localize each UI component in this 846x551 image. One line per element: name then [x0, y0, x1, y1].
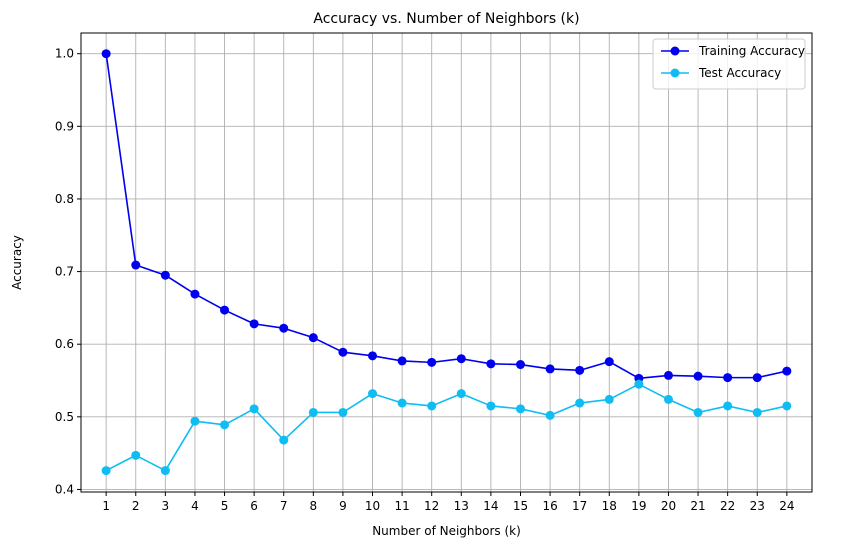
- series-group: [101, 49, 792, 476]
- x-tick-label: 23: [750, 499, 765, 513]
- data-point: [663, 370, 673, 380]
- y-tick-label: 0.5: [55, 410, 74, 424]
- data-point: [782, 366, 792, 376]
- data-point: [397, 356, 407, 366]
- series-line: [105, 383, 788, 472]
- data-point: [131, 260, 141, 270]
- x-tick-label: 11: [394, 499, 409, 513]
- data-point: [486, 401, 496, 411]
- data-point: [101, 466, 111, 476]
- data-point: [427, 357, 437, 367]
- data-point: [515, 360, 525, 370]
- data-point: [338, 347, 348, 357]
- data-point: [752, 373, 762, 383]
- data-point: [782, 401, 792, 411]
- x-tick-label: 6: [250, 499, 258, 513]
- plot-frame: [80, 32, 813, 493]
- grid: [81, 33, 812, 492]
- y-tick-label: 1.0: [55, 47, 74, 61]
- data-point: [190, 416, 200, 426]
- data-point: [368, 351, 378, 361]
- x-tick-label: 24: [779, 499, 794, 513]
- data-point: [368, 389, 378, 399]
- data-point: [575, 365, 585, 375]
- x-tick-label: 3: [162, 499, 170, 513]
- x-tick-label: 5: [221, 499, 229, 513]
- data-point: [338, 407, 348, 417]
- data-point: [575, 398, 585, 408]
- legend-swatch-marker: [670, 68, 680, 78]
- x-tick-label: 19: [631, 499, 646, 513]
- y-tick-label: 0.8: [55, 192, 74, 206]
- data-point: [397, 398, 407, 408]
- data-point: [723, 401, 733, 411]
- data-point: [220, 420, 230, 430]
- data-point: [131, 450, 141, 460]
- x-tick-label: 17: [572, 499, 587, 513]
- data-point: [545, 364, 555, 374]
- y-tick-label: 0.7: [55, 265, 74, 279]
- series-1: [101, 379, 792, 476]
- legend-label: Training Accuracy: [698, 44, 805, 58]
- data-point: [515, 404, 525, 414]
- data-point: [456, 354, 466, 364]
- series-0: [101, 49, 792, 383]
- y-tick-label: 0.6: [55, 337, 74, 351]
- data-point: [693, 371, 703, 381]
- series-line: [105, 53, 788, 380]
- tick-group: 1 2 3 4 5 6 7 8 9 10 11 12 13 14 15 16 17 18 19 20 21 22 23 240…: [55, 47, 795, 513]
- chart-title: Accuracy vs. Number of Neighbors (k): [313, 11, 579, 27]
- x-tick-label: 4: [191, 499, 199, 513]
- x-tick-label: 10: [365, 499, 380, 513]
- data-point: [427, 401, 437, 411]
- data-point: [101, 49, 111, 59]
- x-tick-label: 8: [310, 499, 318, 513]
- data-point: [279, 323, 289, 333]
- x-tick-label: 9: [339, 499, 347, 513]
- x-tick-label: 16: [542, 499, 557, 513]
- data-point: [456, 389, 466, 399]
- data-point: [545, 410, 555, 420]
- data-point: [663, 394, 673, 404]
- x-tick-label: 20: [661, 499, 676, 513]
- data-point: [604, 357, 614, 367]
- legend-items: Training Accuracy Test Accuracy: [661, 44, 805, 80]
- x-tick-label: 15: [513, 499, 528, 513]
- data-point: [160, 270, 170, 280]
- x-tick-label: 7: [280, 499, 288, 513]
- legend: Training Accuracy Test Accuracy: [652, 38, 806, 90]
- x-tick-label: 22: [720, 499, 735, 513]
- data-point: [279, 435, 289, 445]
- data-point: [752, 407, 762, 417]
- legend-swatch-marker: [670, 46, 680, 56]
- data-point: [249, 404, 259, 414]
- x-tick-label: 1: [102, 499, 110, 513]
- data-point: [308, 407, 318, 417]
- y-tick-label: 0.4: [55, 482, 74, 496]
- data-point: [249, 319, 259, 329]
- x-tick-label: 13: [454, 499, 469, 513]
- x-tick-label: 18: [602, 499, 617, 513]
- data-point: [723, 373, 733, 383]
- x-tick-label: 21: [690, 499, 705, 513]
- data-point: [190, 289, 200, 299]
- y-tick-label: 0.9: [55, 119, 74, 133]
- data-point: [693, 407, 703, 417]
- data-point: [220, 305, 230, 315]
- data-point: [634, 379, 644, 389]
- data-point: [308, 333, 318, 343]
- y-axis-label: Accuracy: [10, 235, 24, 290]
- x-tick-label: 12: [424, 499, 439, 513]
- x-tick-label: 2: [132, 499, 140, 513]
- data-point: [160, 466, 170, 476]
- legend-box: [652, 38, 806, 90]
- data-point: [604, 394, 614, 404]
- x-axis-label: Number of Neighbors (k): [372, 524, 521, 538]
- legend-label: Test Accuracy: [698, 66, 781, 80]
- data-point: [486, 359, 496, 369]
- x-tick-label: 14: [483, 499, 498, 513]
